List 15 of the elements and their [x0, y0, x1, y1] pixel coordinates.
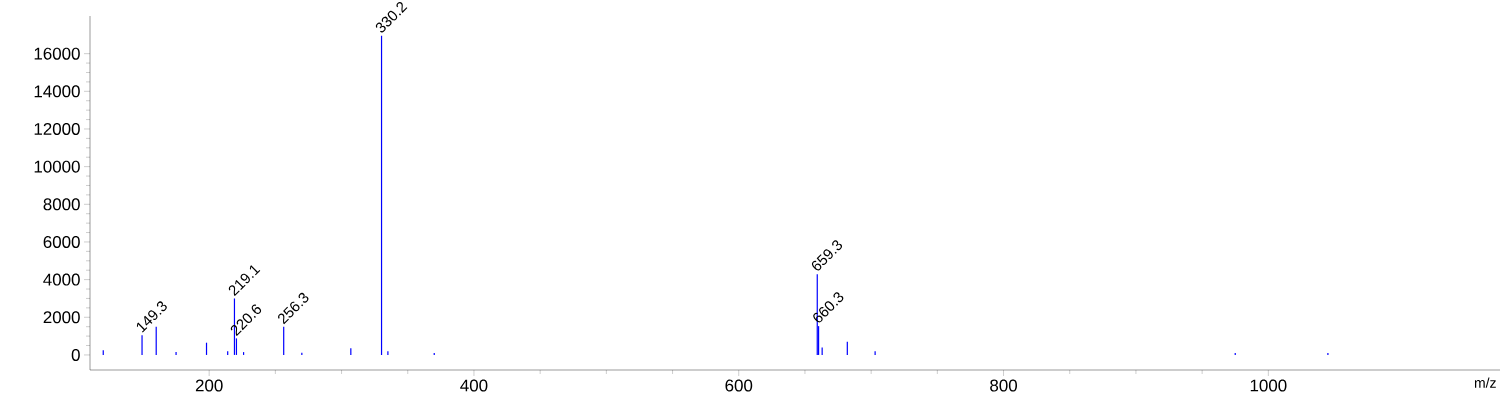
x-tick-label: 800	[990, 379, 1018, 392]
y-tick-label: 4000	[43, 273, 80, 286]
x-tick-label: 200	[195, 379, 223, 392]
y-tick-label: 6000	[43, 235, 80, 248]
x-tick-label: 600	[725, 379, 753, 392]
y-tick-label: 0	[71, 348, 80, 361]
y-tick-label: 14000	[34, 85, 80, 98]
y-tick-label: 2000	[43, 311, 80, 324]
x-tick-label: 400	[460, 379, 488, 392]
x-tick-label: 1000	[1250, 379, 1287, 392]
y-tick-label: 8000	[43, 198, 80, 211]
x-axis-title: m/z	[1474, 377, 1496, 388]
y-tick-label: 12000	[34, 122, 80, 135]
y-tick-label: 10000	[34, 160, 80, 173]
y-tick-label: 16000	[34, 47, 80, 60]
